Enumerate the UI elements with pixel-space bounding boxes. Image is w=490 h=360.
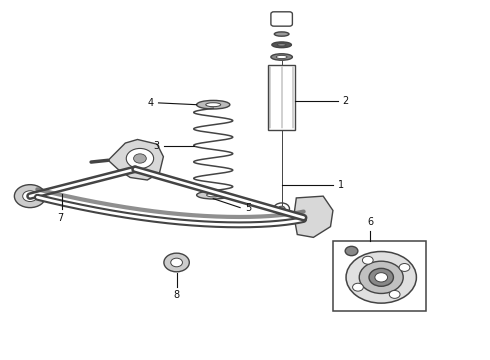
Text: 1: 1	[338, 180, 344, 190]
Circle shape	[399, 264, 410, 271]
Polygon shape	[108, 139, 163, 180]
Circle shape	[369, 268, 393, 286]
Ellipse shape	[206, 103, 220, 107]
Circle shape	[363, 256, 373, 264]
Ellipse shape	[271, 54, 293, 60]
Text: 5: 5	[245, 203, 251, 213]
Circle shape	[278, 206, 285, 211]
Circle shape	[359, 261, 403, 293]
Circle shape	[126, 148, 154, 168]
Circle shape	[164, 253, 189, 272]
Circle shape	[23, 191, 37, 202]
Circle shape	[346, 252, 416, 303]
Circle shape	[389, 291, 400, 298]
Ellipse shape	[196, 191, 230, 199]
Ellipse shape	[274, 32, 289, 36]
Circle shape	[375, 273, 388, 282]
Ellipse shape	[196, 100, 230, 109]
Circle shape	[134, 154, 147, 163]
Bar	[333, 241, 426, 311]
Text: 8: 8	[173, 291, 180, 301]
Circle shape	[274, 203, 290, 215]
Text: 2: 2	[343, 96, 349, 106]
Text: 6: 6	[367, 217, 373, 227]
Circle shape	[171, 258, 182, 267]
Circle shape	[345, 246, 358, 256]
Bar	[268, 65, 295, 130]
Text: 3: 3	[153, 141, 159, 151]
Text: 4: 4	[147, 98, 154, 108]
Text: 7: 7	[57, 213, 63, 223]
Ellipse shape	[207, 193, 220, 197]
Polygon shape	[294, 196, 333, 237]
FancyBboxPatch shape	[271, 12, 293, 26]
Ellipse shape	[276, 55, 287, 59]
Circle shape	[353, 283, 363, 291]
Ellipse shape	[277, 44, 286, 46]
Ellipse shape	[272, 42, 292, 48]
Circle shape	[14, 185, 46, 208]
